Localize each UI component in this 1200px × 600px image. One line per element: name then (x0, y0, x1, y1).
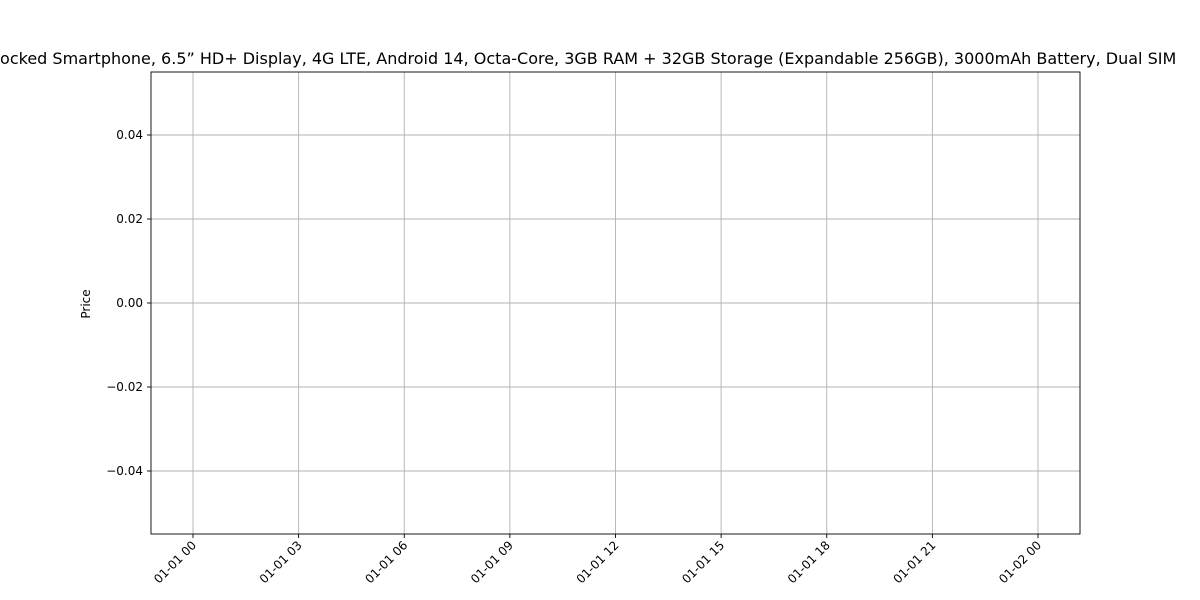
y-tick-label: 0.04 (116, 128, 143, 142)
x-tick-label: 01-01 06 (362, 538, 410, 586)
x-tick-label: 01-01 00 (151, 538, 199, 586)
y-tick-label: −0.04 (106, 464, 143, 478)
x-tick-label: 01-02 00 (996, 538, 1044, 586)
grid-lines (151, 72, 1080, 534)
chart-title: Unlocked Smartphone, 6.5” HD+ Display, 4… (0, 49, 1176, 68)
axis-ticks: 0.04 0.02 0.00 −0.02 −0.04 01-01 00 01-01 03 01… (106, 128, 1044, 586)
x-tick-label: 01-01 03 (257, 538, 305, 586)
x-tick-label: 01-01 12 (574, 538, 622, 586)
x-tick-label: 01-01 09 (468, 538, 516, 586)
y-tick-label: −0.02 (106, 380, 143, 394)
x-tick-label: 01-01 18 (785, 538, 833, 586)
x-tick-label: 01-01 15 (679, 538, 727, 586)
y-axis-label: Price (79, 289, 93, 318)
plot-area-frame (150, 71, 1081, 535)
y-tick-label: 0.00 (116, 296, 143, 310)
x-tick-label: 01-01 21 (890, 538, 938, 586)
y-tick-label: 0.02 (116, 212, 143, 226)
